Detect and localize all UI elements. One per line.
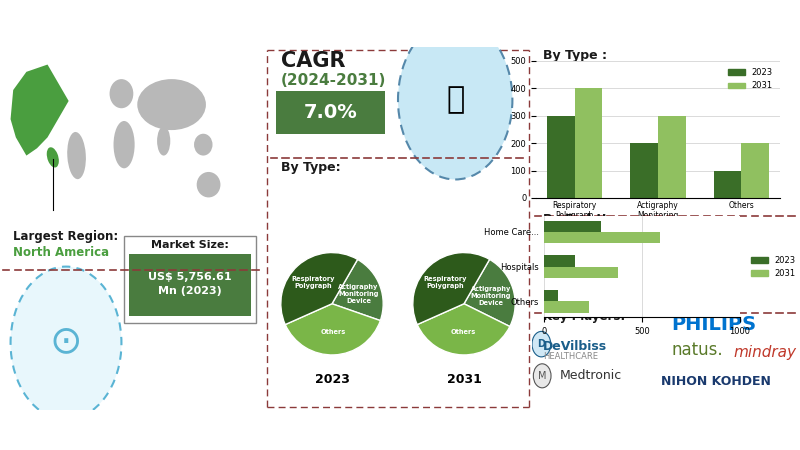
Bar bbox=[630, 143, 658, 198]
FancyBboxPatch shape bbox=[276, 91, 385, 134]
Legend: 2023, 2031: 2023, 2031 bbox=[725, 65, 776, 94]
Circle shape bbox=[10, 266, 122, 419]
Bar bbox=[544, 290, 558, 302]
Circle shape bbox=[532, 331, 550, 357]
Text: Key Players:: Key Players: bbox=[542, 310, 625, 323]
Text: (2024-2031): (2024-2031) bbox=[281, 73, 386, 88]
Ellipse shape bbox=[67, 132, 86, 179]
Text: Medtronic: Medtronic bbox=[560, 369, 622, 382]
Polygon shape bbox=[10, 64, 69, 156]
Text: North America: North America bbox=[13, 246, 110, 259]
Bar bbox=[714, 171, 742, 198]
Text: Respiratory
Polygraph: Respiratory Polygraph bbox=[291, 276, 335, 289]
Text: INSIGHT ACE ANALYTIC: INSIGHT ACE ANALYTIC bbox=[600, 424, 752, 436]
Ellipse shape bbox=[157, 126, 170, 156]
FancyBboxPatch shape bbox=[124, 236, 256, 323]
Bar bbox=[544, 256, 575, 266]
Bar bbox=[544, 302, 589, 313]
FancyBboxPatch shape bbox=[130, 254, 251, 316]
Wedge shape bbox=[464, 259, 515, 327]
Text: US$ 5,756.61
Mn (2023): US$ 5,756.61 Mn (2023) bbox=[148, 272, 232, 296]
Text: Actigraphy
Monitoring
Device: Actigraphy Monitoring Device bbox=[338, 284, 378, 304]
X-axis label: 2023: 2023 bbox=[314, 374, 350, 386]
Wedge shape bbox=[332, 259, 383, 320]
X-axis label: 2031: 2031 bbox=[446, 374, 482, 386]
Ellipse shape bbox=[110, 79, 134, 108]
Text: natus.: natus. bbox=[671, 342, 723, 360]
Text: DeVilbiss: DeVilbiss bbox=[542, 340, 607, 353]
Text: CAGR: CAGR bbox=[281, 51, 346, 71]
Text: Global Sleep Apnea and Respiratory Monitoring Devices Market Research Report: Global Sleep Apnea and Respiratory Monit… bbox=[34, 16, 766, 31]
Wedge shape bbox=[418, 304, 510, 355]
Text: 7.0%: 7.0% bbox=[303, 103, 358, 122]
Text: Largest Region:: Largest Region: bbox=[13, 230, 118, 243]
Text: mindray: mindray bbox=[733, 345, 796, 360]
Text: By End-User:: By End-User: bbox=[542, 213, 633, 226]
FancyBboxPatch shape bbox=[6, 57, 258, 228]
Text: HEALTHCARE: HEALTHCARE bbox=[542, 352, 598, 361]
Text: 💤: 💤 bbox=[446, 86, 464, 114]
Text: D: D bbox=[538, 339, 546, 349]
Bar bbox=[574, 88, 602, 198]
Bar bbox=[547, 116, 574, 198]
Ellipse shape bbox=[197, 172, 221, 198]
Text: ⊙: ⊙ bbox=[50, 322, 82, 360]
Wedge shape bbox=[413, 252, 490, 324]
Text: By Type :: By Type : bbox=[542, 49, 606, 62]
Ellipse shape bbox=[114, 121, 134, 168]
Text: Respiratory
Polygraph: Respiratory Polygraph bbox=[423, 276, 467, 289]
Wedge shape bbox=[286, 304, 380, 355]
Text: By Type:: By Type: bbox=[281, 161, 341, 174]
Ellipse shape bbox=[46, 147, 59, 167]
Text: Actigraphy
Monitoring
Device: Actigraphy Monitoring Device bbox=[470, 286, 511, 306]
Text: PHILIPS: PHILIPS bbox=[671, 315, 757, 334]
Text: Email: info@insightaceanalytic.com: Email: info@insightaceanalytic.com bbox=[300, 424, 510, 436]
Legend: 2023, 2031: 2023, 2031 bbox=[748, 252, 799, 281]
Text: Market Size:: Market Size: bbox=[151, 240, 229, 250]
Text: Others: Others bbox=[450, 329, 476, 335]
Ellipse shape bbox=[194, 134, 213, 156]
Bar bbox=[742, 143, 769, 198]
Text: M: M bbox=[538, 371, 547, 381]
Bar bbox=[544, 266, 618, 278]
Text: Others: Others bbox=[321, 329, 346, 335]
Ellipse shape bbox=[138, 79, 206, 130]
Text: NIHON KOHDEN: NIHON KOHDEN bbox=[661, 375, 770, 388]
Wedge shape bbox=[281, 252, 358, 324]
Circle shape bbox=[534, 364, 551, 388]
Circle shape bbox=[398, 20, 513, 180]
Text: US: +1 551 226 6109: US: +1 551 226 6109 bbox=[40, 424, 196, 436]
Bar bbox=[544, 232, 660, 243]
Bar bbox=[544, 220, 601, 232]
Bar bbox=[658, 116, 686, 198]
